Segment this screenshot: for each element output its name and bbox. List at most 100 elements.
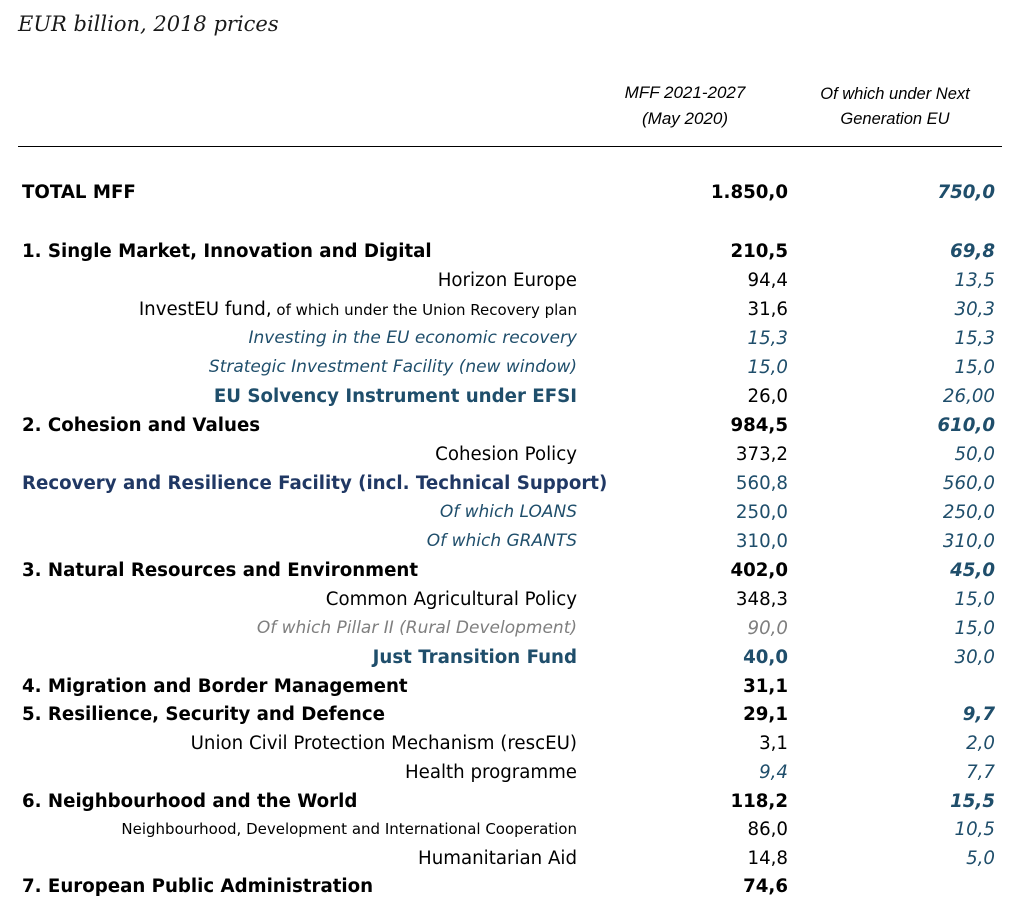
row-value-mff: 15,0: [747, 357, 789, 378]
row-label: Of which LOANS: [439, 502, 577, 522]
row-value-mff: 31,1: [743, 676, 788, 697]
row-value-nextgen: 69,8: [950, 241, 995, 262]
row-value-nextgen: 15,0: [954, 589, 996, 610]
row-value-mff: 74,6: [743, 876, 788, 897]
row-label: 7. European Public Administration: [22, 876, 374, 897]
row-value-nextgen: 15,0: [954, 357, 996, 378]
row-label: Just Transition Fund: [372, 647, 577, 668]
row-value-mff: 31,6: [747, 299, 789, 320]
row-value-mff: 94,4: [747, 270, 789, 291]
row-label: Of which Pillar II (Rural Development): [256, 618, 577, 638]
row-label: TOTAL MFF: [22, 182, 136, 203]
row-label: Health programme: [404, 762, 577, 783]
row-value-mff: 373,2: [735, 444, 788, 465]
table-row-heading-7: 7. European Public Administration 74,6: [0, 872, 1024, 901]
row-label: 4. Migration and Border Management: [22, 676, 408, 697]
row-label: 2. Cohesion and Values: [22, 415, 261, 436]
table-row-investing-recovery: Investing in the EU economic recovery 15…: [0, 324, 1024, 353]
table-caption: EUR billion, 2018 prices: [18, 12, 279, 36]
row-value-nextgen: 7,7: [966, 762, 995, 783]
row-value-nextgen: 30,3: [954, 299, 996, 320]
row-value-mff: 3,1: [759, 733, 788, 754]
row-value-mff: 86,0: [747, 819, 789, 840]
table-row-ndici: Neighbourhood, Development and Internati…: [0, 815, 1024, 844]
row-value-nextgen: 13,5: [954, 270, 996, 291]
row-label: Cohesion Policy: [435, 444, 577, 465]
table-row-heading-1: 1. Single Market, Innovation and Digital…: [0, 237, 1024, 266]
row-value-nextgen: 26,00: [942, 386, 995, 407]
column-header-mff: MFF 2021-2027 (May 2020): [590, 80, 780, 132]
row-label: 5. Resilience, Security and Defence: [22, 704, 385, 725]
row-label: InvestEU fund, of which under the Union …: [139, 295, 577, 325]
row-value-nextgen: 5,0: [966, 848, 995, 869]
table-row-just-transition: Just Transition Fund 40,0 30,0: [0, 643, 1024, 672]
row-label: Of which GRANTS: [426, 531, 577, 551]
column-header-nextgen: Of which under Next Generation EU: [790, 82, 1000, 132]
row-label: Common Agricultural Policy: [325, 589, 577, 610]
row-label: Recovery and Resilience Facility (incl. …: [22, 473, 608, 494]
row-label: 1. Single Market, Innovation and Digital: [22, 241, 432, 262]
table-row-heading-2: 2. Cohesion and Values 984,5 610,0: [0, 411, 1024, 440]
row-value-mff: 29,1: [743, 704, 788, 725]
row-label: EU Solvency Instrument under EFSI: [213, 386, 577, 407]
row-value-mff: 15,3: [747, 328, 789, 349]
row-label: Union Civil Protection Mechanism (rescEU…: [190, 733, 577, 754]
row-value-nextgen: 15,3: [954, 328, 996, 349]
table-row-pillar-ii: Of which Pillar II (Rural Development) 9…: [0, 614, 1024, 643]
row-value-nextgen: 560,0: [942, 473, 995, 494]
row-value-nextgen: 310,0: [942, 531, 995, 552]
table-row-rescue: Union Civil Protection Mechanism (rescEU…: [0, 729, 1024, 758]
row-value-mff: 14,8: [747, 848, 789, 869]
row-value-mff: 9,4: [759, 762, 788, 783]
table-row-health: Health programme 9,4 7,7: [0, 758, 1024, 787]
table-row-strategic-investment: Strategic Investment Facility (new windo…: [0, 353, 1024, 382]
row-value-nextgen: 250,0: [942, 502, 995, 523]
table-row-heading-5: 5. Resilience, Security and Defence 29,1…: [0, 700, 1024, 729]
column-header-mff-line2: (May 2020): [642, 109, 728, 128]
row-value-nextgen: 750,0: [937, 182, 995, 203]
row-value-mff: 348,3: [735, 589, 788, 610]
row-value-mff: 210,5: [730, 241, 788, 262]
column-header-nextgen-line1: Of which under Next: [820, 85, 970, 103]
table-row-loans: Of which LOANS 250,0 250,0: [0, 498, 1024, 527]
table-row-heading-3: 3. Natural Resources and Environment 402…: [0, 556, 1024, 585]
column-header-mff-line1: MFF 2021-2027: [624, 83, 746, 102]
table-row-horizon-europe: Horizon Europe 94,4 13,5: [0, 266, 1024, 295]
row-label-note: of which under the Union Recovery plan: [271, 301, 577, 319]
row-label: Humanitarian Aid: [418, 848, 577, 869]
table-row-recovery-facility: Recovery and Resilience Facility (incl. …: [0, 469, 1024, 498]
row-value-nextgen: 50,0: [954, 444, 996, 465]
table-row-investeu: InvestEU fund, of which under the Union …: [0, 295, 1024, 324]
row-value-mff: 90,0: [747, 618, 789, 639]
table-row-heading-4: 4. Migration and Border Management 31,1: [0, 672, 1024, 701]
table-row-humanitarian: Humanitarian Aid 14,8 5,0: [0, 844, 1024, 873]
row-label: Horizon Europe: [437, 270, 577, 291]
row-value-mff: 560,8: [735, 473, 788, 494]
row-value-nextgen: 610,0: [937, 415, 995, 436]
table-row-solvency-instrument: EU Solvency Instrument under EFSI 26,0 2…: [0, 382, 1024, 411]
row-value-mff: 402,0: [730, 560, 788, 581]
row-value-nextgen: 2,0: [966, 733, 995, 754]
row-value-nextgen: 45,0: [950, 560, 995, 581]
table-row-grants: Of which GRANTS 310,0 310,0: [0, 527, 1024, 556]
row-value-mff: 310,0: [735, 531, 788, 552]
row-label-main: InvestEU fund,: [138, 299, 272, 320]
row-value-nextgen: 15,5: [950, 791, 995, 812]
row-label: Investing in the EU economic recovery: [248, 328, 578, 348]
table-row-cap: Common Agricultural Policy 348,3 15,0: [0, 585, 1024, 614]
table-row-heading-6: 6. Neighbourhood and the World 118,2 15,…: [0, 787, 1024, 816]
row-value-mff: 118,2: [730, 791, 788, 812]
table-row-cohesion-policy: Cohesion Policy 373,2 50,0: [0, 440, 1024, 469]
row-value-mff: 984,5: [730, 415, 788, 436]
row-value-mff: 1.850,0: [710, 182, 788, 203]
row-value-nextgen: 30,0: [954, 647, 996, 668]
row-label: Strategic Investment Facility (new windo…: [208, 357, 577, 377]
row-label: Neighbourhood, Development and Internati…: [121, 820, 577, 838]
row-value-mff: 250,0: [735, 502, 788, 523]
row-value-nextgen: 10,5: [954, 819, 996, 840]
row-value-nextgen: 15,0: [954, 618, 996, 639]
row-label: 6. Neighbourhood and the World: [22, 791, 358, 812]
column-header-nextgen-line2: Generation EU: [840, 110, 950, 128]
row-label: 3. Natural Resources and Environment: [22, 560, 419, 581]
row-value-nextgen: 9,7: [962, 704, 995, 725]
